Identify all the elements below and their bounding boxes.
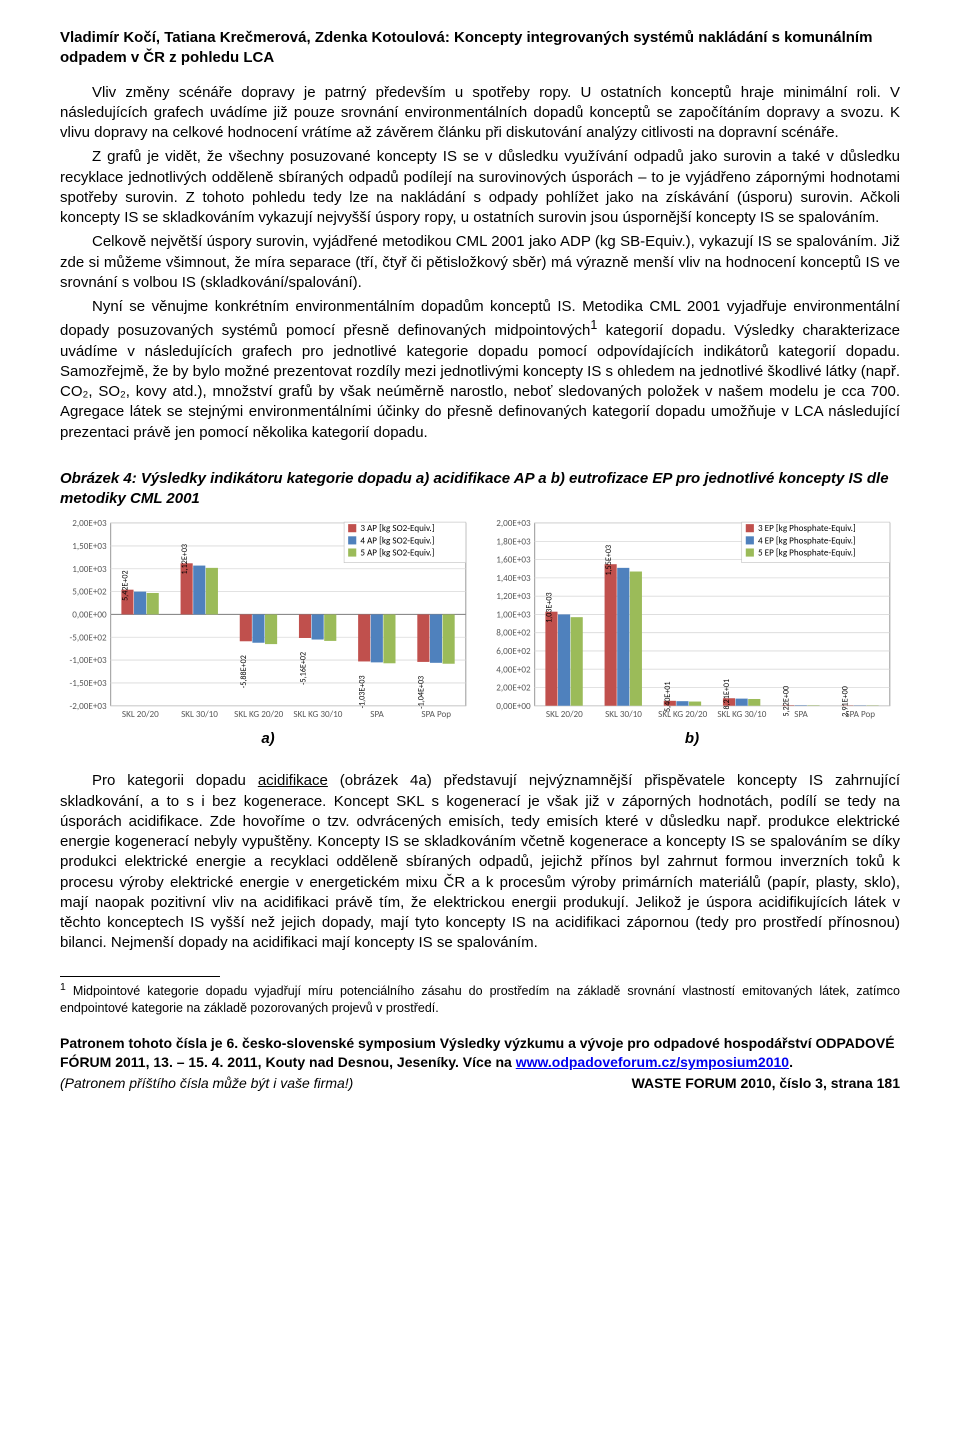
svg-text:6,00E+02: 6,00E+02 xyxy=(496,646,531,657)
footer-left: (Patronem příštího čísla může být i vaše… xyxy=(60,1074,353,1093)
footer-right: WASTE FORUM 2010, číslo 3, strana 181 xyxy=(632,1074,900,1093)
svg-text:3 EP [kg Phosphate-Equiv.]: 3 EP [kg Phosphate-Equiv.] xyxy=(758,523,856,534)
svg-text:8,21E+01: 8,21E+01 xyxy=(722,679,732,710)
svg-text:SPA Pop: SPA Pop xyxy=(421,709,451,720)
svg-text:2,00E+03: 2,00E+03 xyxy=(72,518,107,529)
svg-text:SKL 30/10: SKL 30/10 xyxy=(605,709,642,720)
page-footer: Patronem tohoto čísla je 6. česko-sloven… xyxy=(60,1034,900,1093)
svg-text:5,22E+00: 5,22E+00 xyxy=(781,686,791,717)
paragraph-5-underline: acidifikace xyxy=(258,772,328,789)
svg-text:5,00E+02: 5,00E+02 xyxy=(72,587,107,598)
footer-line-1b: . xyxy=(789,1054,793,1070)
footer-line-1: Patronem tohoto čísla je 6. česko-sloven… xyxy=(60,1034,900,1072)
svg-text:1,12E+03: 1,12E+03 xyxy=(180,544,190,575)
svg-text:-1,50E+03: -1,50E+03 xyxy=(69,678,107,689)
footer-bottom: (Patronem příštího čísla může být i vaše… xyxy=(60,1074,900,1093)
paragraph-5a: Pro kategorii dopadu xyxy=(92,772,258,789)
svg-text:2,91E+00: 2,91E+00 xyxy=(841,686,851,717)
svg-text:5,40E+01: 5,40E+01 xyxy=(663,682,673,713)
svg-text:SKL 30/10: SKL 30/10 xyxy=(181,709,218,720)
svg-text:-5,00E+02: -5,00E+02 xyxy=(69,633,107,644)
svg-text:2,00E+02: 2,00E+02 xyxy=(496,683,531,694)
paragraph-4: Nyní se věnujme konkrétním environmentál… xyxy=(60,297,900,443)
svg-text:2,00E+03: 2,00E+03 xyxy=(496,518,531,529)
paragraph-5b: (obrázek 4a) představují nejvýznamnější … xyxy=(60,772,900,951)
svg-text:SKL KG 30/10: SKL KG 30/10 xyxy=(293,709,342,720)
svg-text:SPA: SPA xyxy=(370,709,384,720)
figure-4-title: Obrázek 4: Výsledky indikátoru kategorie… xyxy=(60,469,900,510)
svg-text:8,00E+02: 8,00E+02 xyxy=(496,628,531,639)
svg-text:0,00E+00: 0,00E+00 xyxy=(72,610,107,621)
charts-row: -2,00E+03 -1,50E+03 -1,00E+03 -5,00E+02 0,00… xyxy=(60,515,900,747)
footnote-1: 1 Midpointové kategorie dopadu vyjadřují… xyxy=(60,981,900,1017)
svg-text:-1,00E+03: -1,00E+03 xyxy=(69,655,107,666)
svg-text:1,20E+03: 1,20E+03 xyxy=(496,591,531,602)
svg-text:-1,04E+03: -1,04E+03 xyxy=(417,676,427,709)
chart-a: -2,00E+03 -1,50E+03 -1,00E+03 -5,00E+02 0,00… xyxy=(60,515,476,728)
chart-a-wrap: -2,00E+03 -1,50E+03 -1,00E+03 -5,00E+02 0,00… xyxy=(60,515,476,747)
svg-text:5,42E+02: 5,42E+02 xyxy=(121,571,131,602)
svg-text:1,80E+03: 1,80E+03 xyxy=(496,537,531,548)
svg-text:1,00E+03: 1,00E+03 xyxy=(72,564,107,575)
svg-text:5 EP [kg Phosphate-Equiv.]: 5 EP [kg Phosphate-Equiv.] xyxy=(758,548,856,559)
chart-b-wrap: 0,00E+00 2,00E+02 4,00E+02 6,00E+02 8,00E+02… xyxy=(484,515,900,747)
svg-text:-2,00E+03: -2,00E+03 xyxy=(69,701,107,712)
svg-text:-1,03E+03: -1,03E+03 xyxy=(357,676,367,709)
page-header: Vladimír Kočí, Tatiana Krečmerová, Zdenk… xyxy=(60,28,900,69)
svg-text:SKL 20/20: SKL 20/20 xyxy=(122,709,159,720)
paragraph-4b: kategorií dopadu. Výsledky charakterizac… xyxy=(60,322,900,440)
footnote-1-text: Midpointové kategorie dopadu vyjadřují m… xyxy=(60,984,900,1015)
svg-text:-5,16E+02: -5,16E+02 xyxy=(298,652,308,685)
svg-text:4 EP [kg Phosphate-Equiv.]: 4 EP [kg Phosphate-Equiv.] xyxy=(758,536,856,547)
footer-link[interactable]: www.odpadoveforum.cz/symposium2010 xyxy=(516,1054,789,1070)
paragraph-3: Celkově největší úspory surovin, vyjádře… xyxy=(60,232,900,293)
svg-text:3 AP [kg SO2-Equiv.]: 3 AP [kg SO2-Equiv.] xyxy=(360,523,434,534)
svg-text:1,55E+03: 1,55E+03 xyxy=(604,545,614,576)
paragraph-1: Vliv změny scénáře dopravy je patrný pře… xyxy=(60,83,900,144)
svg-text:1,00E+03: 1,00E+03 xyxy=(496,610,531,621)
svg-text:1,03E+03: 1,03E+03 xyxy=(545,593,555,624)
svg-text:1,50E+03: 1,50E+03 xyxy=(72,541,107,552)
footnote-separator xyxy=(60,976,220,977)
paragraph-5: Pro kategorii dopadu acidifikace (obráze… xyxy=(60,771,900,953)
svg-text:SKL KG 30/10: SKL KG 30/10 xyxy=(717,709,766,720)
page: Vladimír Kočí, Tatiana Krečmerová, Zdenk… xyxy=(0,0,960,1123)
chart-b: 0,00E+00 2,00E+02 4,00E+02 6,00E+02 8,00E+02… xyxy=(484,515,900,728)
chart-b-caption: b) xyxy=(484,730,900,747)
svg-text:1,40E+03: 1,40E+03 xyxy=(496,573,531,584)
paragraph-2: Z grafů je vidět, že všechny posuzované … xyxy=(60,147,900,228)
svg-text:4 AP [kg SO2-Equiv.]: 4 AP [kg SO2-Equiv.] xyxy=(360,536,434,547)
svg-text:4,00E+02: 4,00E+02 xyxy=(496,665,531,676)
chart-a-caption: a) xyxy=(60,730,476,747)
svg-text:5 AP [kg SO2-Equiv.]: 5 AP [kg SO2-Equiv.] xyxy=(360,548,434,559)
svg-text:SPA: SPA xyxy=(794,709,808,720)
svg-text:0,00E+00: 0,00E+00 xyxy=(496,701,531,712)
svg-text:-5,88E+02: -5,88E+02 xyxy=(239,655,249,688)
svg-text:1,60E+03: 1,60E+03 xyxy=(496,555,531,566)
svg-text:SKL 20/20: SKL 20/20 xyxy=(546,709,583,720)
svg-text:SKL KG 20/20: SKL KG 20/20 xyxy=(234,709,283,720)
